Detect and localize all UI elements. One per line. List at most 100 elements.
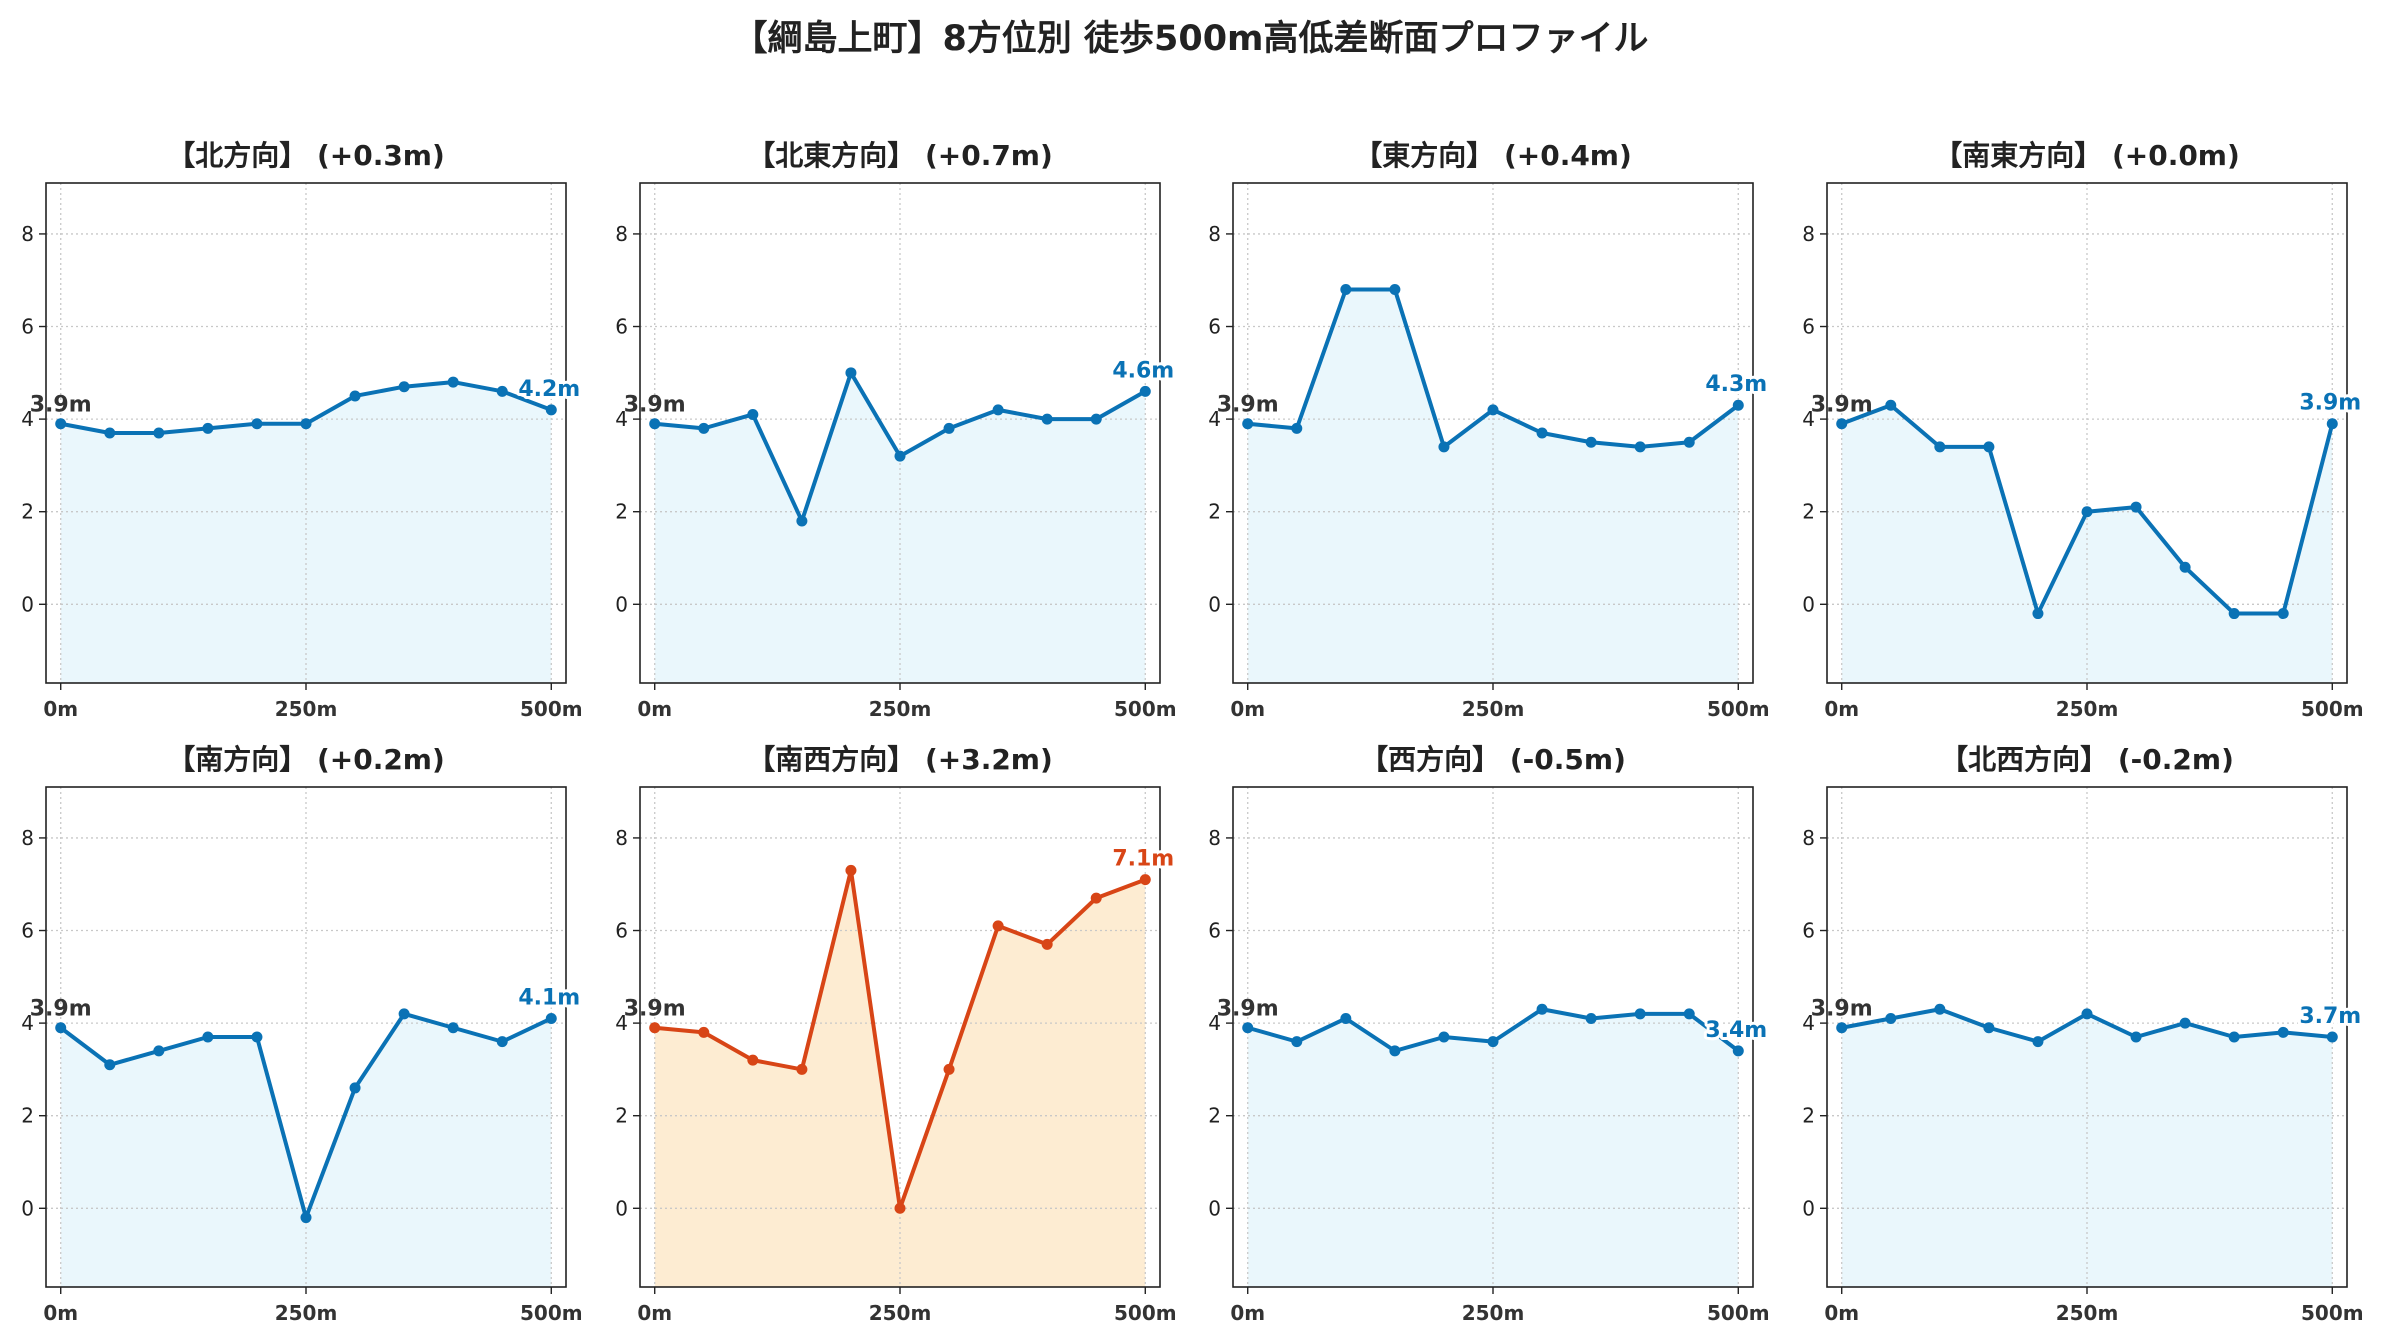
data-point: [2326, 1031, 2338, 1043]
y-tick-label: 2: [1208, 1104, 1221, 1128]
panel-title: 【南方向】 (+0.2m): [167, 743, 445, 776]
data-point: [943, 422, 955, 434]
data-point: [1536, 1003, 1548, 1015]
y-tick-label: 8: [1208, 826, 1221, 850]
panel-2: 【北東方向】 (+0.7m) 0 2 4 6 8 0m 250m 500m 3.9m 4.6m: [615, 139, 1177, 721]
data-point: [1536, 427, 1548, 439]
x-tick-label: 500m: [1707, 1301, 1770, 1325]
data-point: [649, 418, 661, 430]
x-tick-label: 0m: [1824, 697, 1859, 721]
y-tick-label: 2: [1802, 1104, 1815, 1128]
data-point: [1885, 1012, 1897, 1024]
data-point: [1340, 283, 1352, 295]
y-tick-label: 0: [615, 1196, 628, 1220]
y-tick-label: 2: [1208, 500, 1221, 524]
panel-8: 【北西方向】 (-0.2m) 0 2 4 6 8 0m 250m 500m 3.9m 3.7m: [1802, 743, 2364, 1325]
area-fill: [654, 870, 1146, 1287]
data-point: [2228, 1031, 2240, 1043]
end-value-label: 3.9m: [2299, 391, 2361, 416]
data-point: [300, 418, 312, 430]
data-point: [1041, 413, 1053, 425]
y-tick-label: 2: [1802, 500, 1815, 524]
data-point: [545, 1012, 557, 1024]
start-value-label: 3.9m: [624, 393, 686, 418]
y-tick-label: 6: [615, 919, 628, 943]
data-point: [1634, 441, 1646, 453]
data-point: [2081, 506, 2093, 518]
data-point: [1732, 399, 1744, 411]
y-tick-label: 2: [615, 500, 628, 524]
data-point: [1634, 1008, 1646, 1020]
x-tick-label: 250m: [2056, 697, 2119, 721]
panel-5: 【南方向】 (+0.2m) 0 2 4 6 8 0m 250m 500m 3.9m 4.1m: [21, 743, 583, 1325]
data-point: [1139, 874, 1151, 886]
area-fill: [60, 382, 552, 683]
data-point: [1885, 399, 1897, 411]
data-point: [1934, 1003, 1946, 1015]
x-tick-label: 500m: [520, 697, 583, 721]
data-point: [1836, 418, 1848, 430]
x-tick-label: 500m: [1114, 1301, 1177, 1325]
data-point: [2277, 608, 2289, 620]
y-tick-label: 4: [21, 407, 34, 431]
panel-title: 【北西方向】 (-0.2m): [1940, 743, 2234, 776]
data-point: [349, 390, 361, 402]
area-fill: [654, 372, 1146, 683]
data-point: [2326, 418, 2338, 430]
panel-title: 【南西方向】 (+3.2m): [747, 743, 1053, 776]
y-tick-label: 0: [1802, 1196, 1815, 1220]
data-point: [2130, 501, 2142, 513]
data-point: [251, 1031, 263, 1043]
data-point: [796, 1063, 808, 1075]
y-tick-label: 4: [1208, 407, 1221, 431]
panel-title: 【北東方向】 (+0.7m): [747, 139, 1053, 172]
x-tick-label: 0m: [637, 697, 672, 721]
data-point: [1934, 441, 1946, 453]
y-tick-label: 6: [1208, 315, 1221, 339]
y-tick-label: 8: [615, 826, 628, 850]
data-point: [55, 1022, 67, 1034]
x-tick-label: 500m: [1114, 697, 1177, 721]
data-point: [349, 1082, 361, 1094]
y-tick-label: 0: [1802, 592, 1815, 616]
data-point: [2130, 1031, 2142, 1043]
data-point: [992, 404, 1004, 416]
figure-title: 【綱島上町】8方位別 徒歩500m高低差断面プロファイル: [732, 19, 1649, 59]
y-tick-label: 8: [1208, 222, 1221, 246]
data-point: [1389, 1045, 1401, 1057]
y-tick-label: 6: [1802, 919, 1815, 943]
x-tick-label: 0m: [1230, 1301, 1265, 1325]
x-tick-label: 0m: [43, 1301, 78, 1325]
data-point: [1487, 1036, 1499, 1048]
data-point: [1041, 938, 1053, 950]
start-value-label: 3.9m: [1811, 393, 1873, 418]
y-tick-label: 4: [1802, 407, 1815, 431]
y-tick-label: 4: [615, 1011, 628, 1035]
x-tick-label: 250m: [275, 697, 338, 721]
x-tick-label: 250m: [1462, 697, 1525, 721]
data-point: [447, 376, 459, 388]
end-value-label: 4.3m: [1705, 372, 1767, 397]
end-value-label: 7.1m: [1112, 847, 1174, 872]
data-point: [845, 864, 857, 876]
y-tick-label: 2: [21, 500, 34, 524]
y-tick-label: 0: [1208, 592, 1221, 616]
x-tick-label: 250m: [1462, 1301, 1525, 1325]
start-value-label: 3.9m: [30, 997, 92, 1022]
data-point: [496, 1036, 508, 1048]
end-value-label: 4.6m: [1112, 358, 1174, 383]
y-tick-label: 6: [21, 919, 34, 943]
y-tick-label: 4: [21, 1011, 34, 1035]
data-point: [545, 404, 557, 416]
x-tick-label: 0m: [637, 1301, 672, 1325]
y-tick-label: 6: [21, 315, 34, 339]
data-point: [2228, 608, 2240, 620]
data-point: [104, 427, 116, 439]
data-point: [1438, 1031, 1450, 1043]
end-value-label: 3.4m: [1705, 1018, 1767, 1043]
data-point: [1090, 413, 1102, 425]
data-point: [1487, 404, 1499, 416]
data-point: [698, 1026, 710, 1038]
data-point: [943, 1063, 955, 1075]
